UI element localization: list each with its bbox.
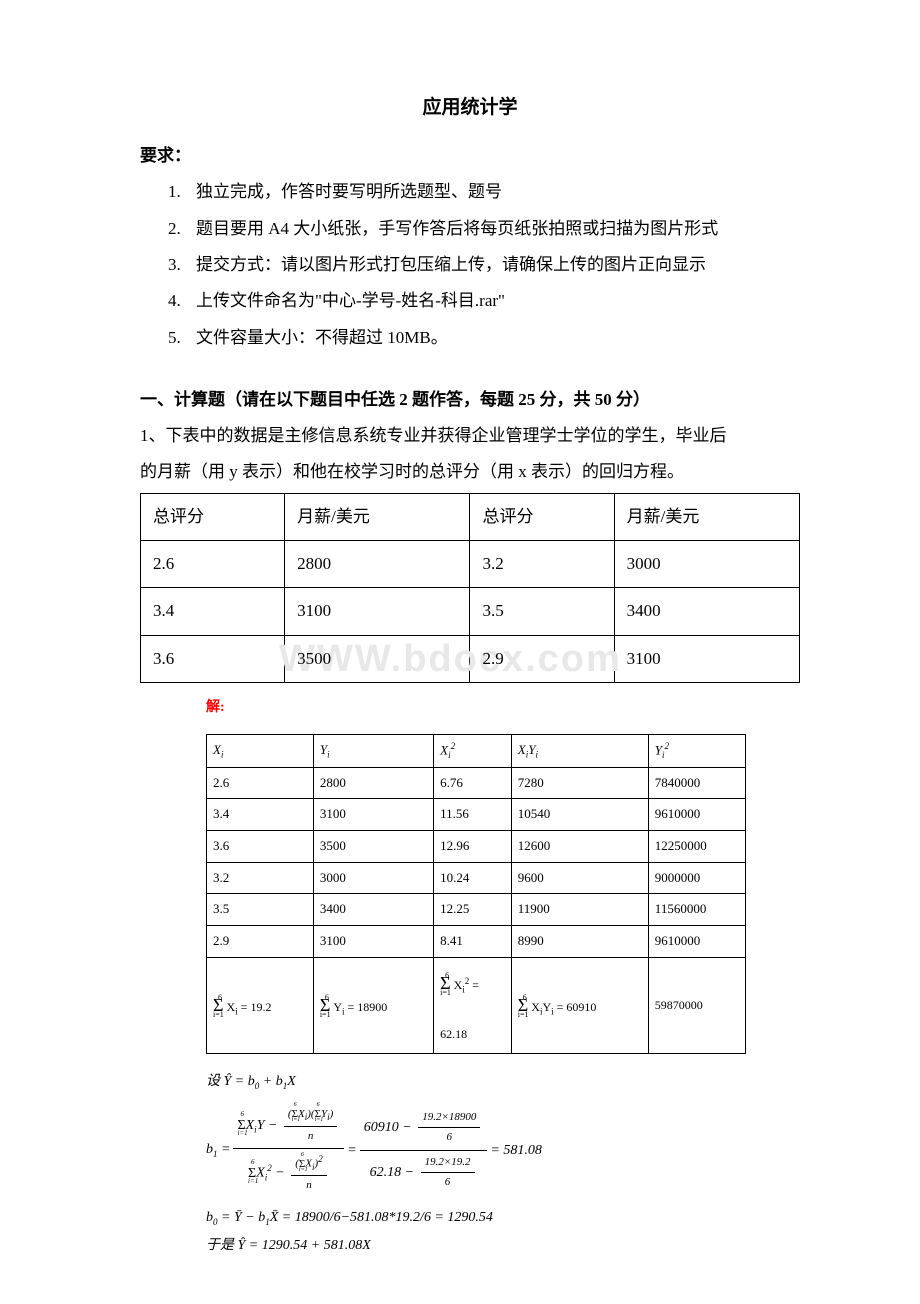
table-row: 3.6 3500 WWW.bdocx.com 2.9 3100 [141,635,800,682]
formula-final: 于是 Ŷ = 1290.54 + 581.08X [206,1236,800,1256]
calculation-table: Xi Yi Xi2 XiYi Yi2 2.628006.767280784000… [206,734,746,1055]
formula-b1: b1 = 6Σi=1XiY − (6Σi=1Xi)(6Σi=1Yi) n 6Σi… [146,1103,800,1198]
document-title: 应用统计学 [140,90,800,126]
data-table-1: 总评分 月薪/美元 总评分 月薪/美元 2.6 2800 3.2 3000 3.… [140,493,800,683]
section-1-heading: 一、计算题（请在以下题目中任选 2 题作答，每题 25 分，共 50 分） [140,384,800,416]
table-row: 3.2300010.2496009000000 [207,862,746,894]
problem-text: 1、下表中的数据是主修信息系统专业并获得企业管理学士学位的学生，毕业后 [140,420,800,452]
table-row: 3.4310011.56105409610000 [207,799,746,831]
solution-label: 解: [206,695,800,722]
requirement-item: 3.提交方式：请以图片形式打包压缩上传，请确保上传的图片正向显示 [168,249,800,281]
requirements-list: 1.独立完成，作答时要写明所选题型、题号 2.题目要用 A4 大小纸张，手写作答… [140,176,800,353]
table-row: 2.931008.4189909610000 [207,926,746,958]
table-header-row: Xi Yi Xi2 XiYi Yi2 [207,734,746,767]
table-row: 2.628006.7672807840000 [207,767,746,799]
solution-section: 解: Xi Yi Xi2 XiYi Yi2 2.628006.767280784… [206,695,800,1256]
table-header: 总评分 [141,493,285,540]
problem-text: 的月薪（用 y 表示）和他在校学习时的总评分（用 x 表示）的回归方程。 [140,456,800,488]
requirement-item: 1.独立完成，作答时要写明所选题型、题号 [168,176,800,208]
table-sum-row: 6Σi=1 Xi = 19.2 6Σi=1 Yi = 18900 6Σi=1 X… [207,957,746,1054]
formula-b0: b0 = Ȳ − b1X̄ = 18900/6−581.08*19.2/6 = … [206,1208,800,1228]
table-row: 3.5340012.251190011560000 [207,894,746,926]
requirement-item: 5.文件容量大小：不得超过 10MB。 [168,322,800,354]
table-row: 2.6 2800 3.2 3000 [141,541,800,588]
table-row: 3.4 3100 3.5 3400 [141,588,800,635]
table-header: 总评分 [470,493,614,540]
requirement-item: 4.上传文件命名为"中心-学号-姓名-科目.rar" [168,285,800,317]
requirement-item: 2.题目要用 A4 大小纸张，手写作答后将每页纸张拍照或扫描为图片形式 [168,213,800,245]
requirements-heading: 要求： [140,140,800,172]
table-header: 月薪/美元 [614,493,799,540]
table-header-row: 总评分 月薪/美元 总评分 月薪/美元 [141,493,800,540]
table-row: 3.6350012.961260012250000 [207,830,746,862]
formula-section: 设 Ŷ = b0 + b1X b1 = 6Σi=1XiY − (6Σi=1Xi)… [206,1072,800,1255]
formula-model: 设 Ŷ = b0 + b1X [206,1072,800,1092]
table-header: 月薪/美元 [285,493,470,540]
